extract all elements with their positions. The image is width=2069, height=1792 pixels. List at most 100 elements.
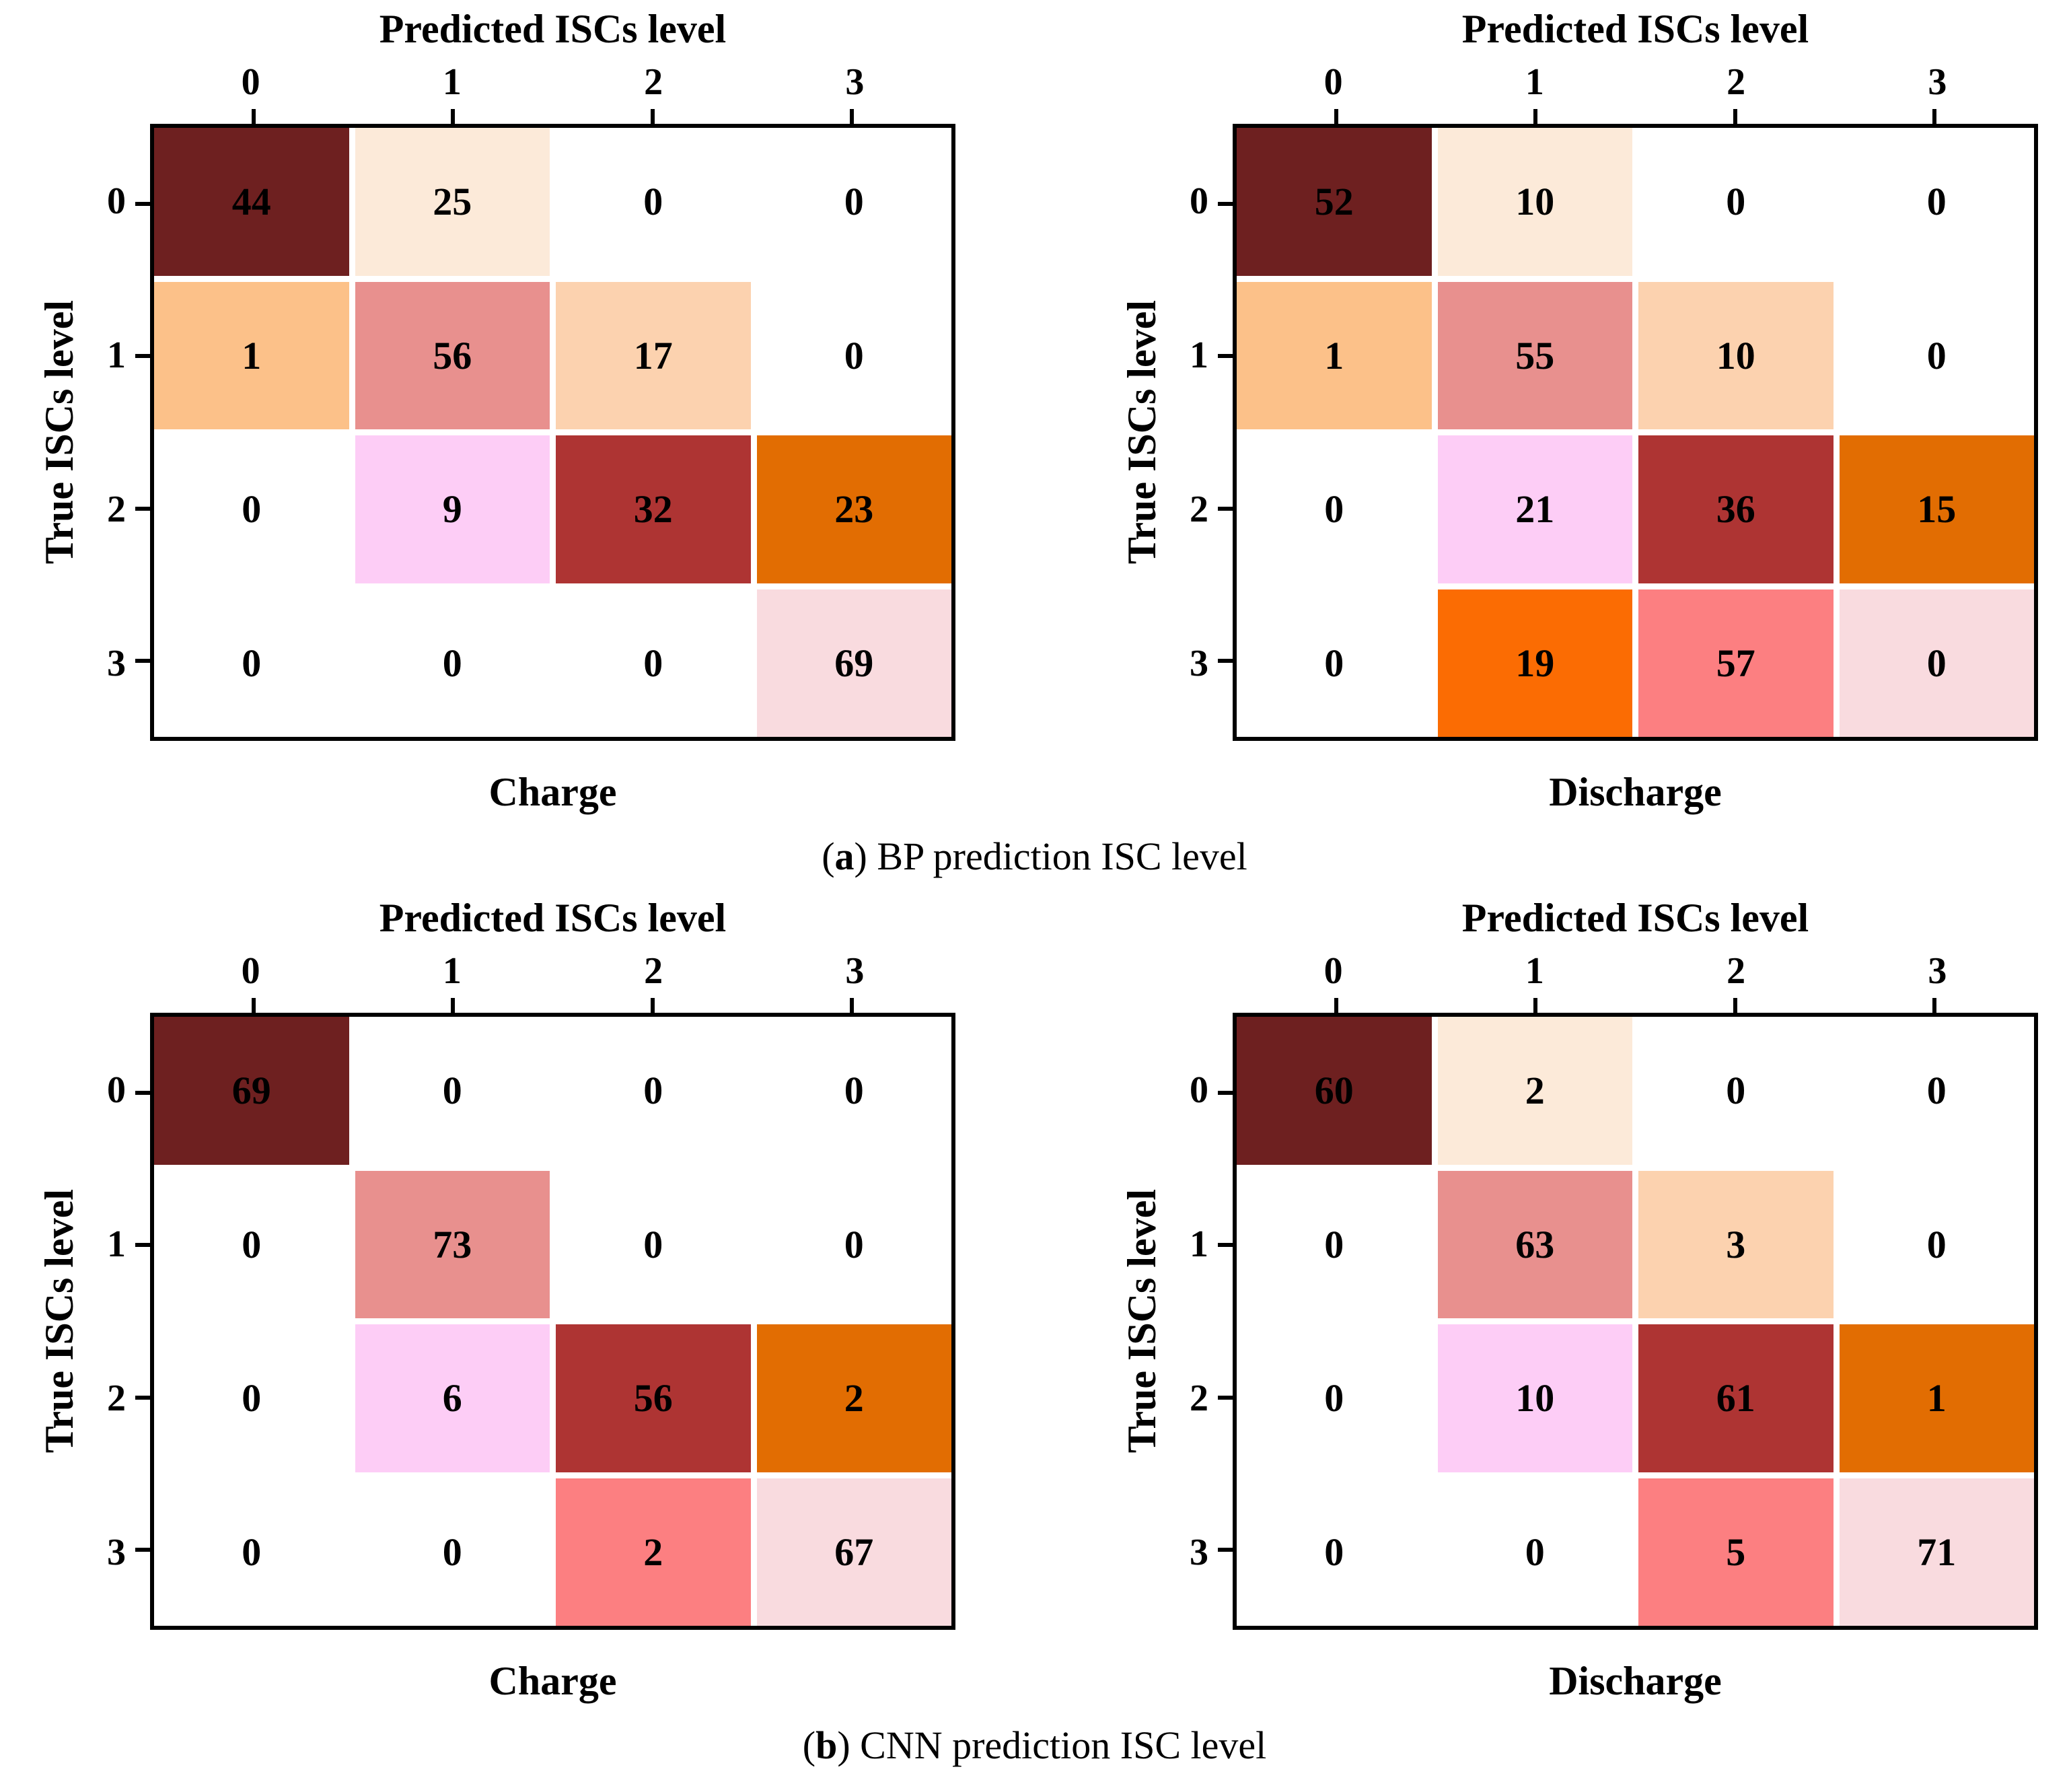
matrix-cell: 73 xyxy=(355,1170,550,1318)
x-tick-labels: 0 1 2 3 xyxy=(150,951,955,1013)
y-axis-title-text: True ISCs level xyxy=(1120,1189,1164,1454)
x-tick-label: 2 xyxy=(644,61,663,103)
y-tick-marks xyxy=(135,1017,150,1626)
x-tick-labels: 0 1 2 3 xyxy=(1233,951,2038,1013)
caption-text: ) CNN prediction ISC level xyxy=(837,1723,1267,1767)
x-tick-label: 1 xyxy=(1525,61,1544,103)
matrix-frame: 60 2 0 0 0 63 3 0 0 10 61 1 0 0 5 71 xyxy=(1233,1013,2038,1630)
panel-cnn-charge: Predicted ISCs level 0 1 2 3 True ISCs l… xyxy=(31,896,955,1705)
x-tick-label: 2 xyxy=(644,950,663,992)
matrix-cell: 69 xyxy=(756,589,951,737)
matrix-cell: 0 xyxy=(556,128,751,276)
matrix-cell: 0 xyxy=(154,1170,349,1318)
matrix-cell: 15 xyxy=(1839,435,2034,583)
matrix-cell: 0 xyxy=(1237,1478,1432,1626)
matrix-cells: 60 2 0 0 0 63 3 0 0 10 61 1 0 0 5 71 xyxy=(1237,1017,2034,1626)
matrix-cell: 36 xyxy=(1638,435,1834,583)
matrix-cell: 71 xyxy=(1839,1478,2034,1626)
x-tick-label: 1 xyxy=(442,950,462,992)
matrix-frame: 52 10 0 0 1 55 10 0 0 21 36 15 0 19 57 0 xyxy=(1233,124,2038,741)
matrix-cell: 0 xyxy=(355,1017,550,1165)
panel-bp-charge: Predicted ISCs level 0 1 2 3 True ISCs l… xyxy=(31,7,955,816)
figure-b-caption: (b) CNN prediction ISC level xyxy=(0,1705,2069,1785)
x-tick-marks xyxy=(1237,109,2034,124)
matrix-cell: 0 xyxy=(1839,1017,2034,1165)
y-tick-label: 1 xyxy=(1190,1223,1208,1265)
matrix-cell: 2 xyxy=(1437,1017,1632,1165)
matrix-cell: 25 xyxy=(355,128,550,276)
x-tick-label: 3 xyxy=(845,950,865,992)
matrix-cell: 67 xyxy=(756,1478,951,1626)
x-tick-label: 1 xyxy=(1525,950,1544,992)
y-tick-label: 2 xyxy=(107,489,126,531)
y-axis-title-text: True ISCs level xyxy=(37,300,81,565)
y-tick-label: 1 xyxy=(1190,334,1208,376)
y-tick-marks xyxy=(1218,1017,1233,1626)
matrix-cell: 3 xyxy=(1638,1170,1834,1318)
matrix-cell: 60 xyxy=(1237,1017,1432,1165)
figure-b-row: Predicted ISCs level 0 1 2 3 True ISCs l… xyxy=(0,896,2069,1705)
matrix-cell: 17 xyxy=(556,281,751,429)
x-tick-labels: 0 1 2 3 xyxy=(150,62,955,124)
x-tick-labels: 0 1 2 3 xyxy=(1233,62,2038,124)
y-axis-title: True ISCs level xyxy=(1114,1013,1171,1630)
panel-bp-discharge: Predicted ISCs level 0 1 2 3 True ISCs l… xyxy=(1114,7,2038,816)
y-tick-label: 0 xyxy=(1190,180,1208,222)
panel-cnn-discharge: Predicted ISCs level 0 1 2 3 True ISCs l… xyxy=(1114,896,2038,1705)
x-axis-title: Predicted ISCs level xyxy=(1461,896,1809,940)
y-tick-labels: 0 1 2 3 xyxy=(1171,124,1233,741)
matrix-cell: 0 xyxy=(1839,589,2034,737)
y-tick-marks xyxy=(135,128,150,737)
matrix-cell: 2 xyxy=(756,1324,951,1472)
figure-a-row: Predicted ISCs level 0 1 2 3 True ISCs l… xyxy=(0,7,2069,816)
x-tick-label: 0 xyxy=(241,61,260,103)
matrix-cell: 0 xyxy=(1237,1170,1432,1318)
panel-label: Discharge xyxy=(1549,770,1722,814)
matrix-cell: 52 xyxy=(1237,128,1432,276)
y-tick-label: 2 xyxy=(107,1377,126,1420)
x-tick-label: 0 xyxy=(1323,950,1343,992)
caption-text: ) BP prediction ISC level xyxy=(854,834,1247,878)
caption-paren: ( xyxy=(822,834,835,878)
matrix-cell: 0 xyxy=(756,128,951,276)
y-axis-title-text: True ISCs level xyxy=(37,1189,81,1454)
x-tick-label: 0 xyxy=(1323,61,1343,103)
matrix-cell: 23 xyxy=(756,435,951,583)
y-tick-label: 3 xyxy=(1190,643,1208,685)
y-tick-labels: 0 1 2 3 xyxy=(1171,1013,1233,1630)
matrix-cell: 1 xyxy=(1839,1324,2034,1472)
x-tick-label: 3 xyxy=(1928,61,1947,103)
matrix-cell: 0 xyxy=(556,589,751,737)
y-tick-label: 3 xyxy=(107,1532,126,1574)
y-axis-title: True ISCs level xyxy=(31,1013,88,1630)
matrix-cell: 0 xyxy=(1237,435,1432,583)
y-tick-labels: 0 1 2 3 xyxy=(88,124,150,741)
matrix-cell: 0 xyxy=(154,1324,349,1472)
matrix-frame: 69 0 0 0 0 73 0 0 0 6 56 2 0 0 2 67 xyxy=(150,1013,955,1630)
x-tick-marks xyxy=(1237,998,2034,1013)
matrix-cells: 44 25 0 0 1 56 17 0 0 9 32 23 0 0 0 69 xyxy=(154,128,951,737)
matrix-cell: 0 xyxy=(355,1478,550,1626)
matrix-cell: 6 xyxy=(355,1324,550,1472)
matrix-cell: 9 xyxy=(355,435,550,583)
matrix-cell: 10 xyxy=(1638,281,1834,429)
x-axis-title: Predicted ISCs level xyxy=(1461,7,1809,51)
matrix-cell: 0 xyxy=(556,1017,751,1165)
y-axis-title: True ISCs level xyxy=(31,124,88,741)
panel-label: Charge xyxy=(488,1659,617,1703)
matrix-cell: 55 xyxy=(1437,281,1632,429)
y-tick-label: 3 xyxy=(107,643,126,685)
x-tick-label: 1 xyxy=(442,61,462,103)
matrix-cell: 0 xyxy=(154,1478,349,1626)
matrix-frame: 44 25 0 0 1 56 17 0 0 9 32 23 0 0 0 69 xyxy=(150,124,955,741)
x-tick-label: 2 xyxy=(1727,950,1746,992)
matrix-cell: 0 xyxy=(756,1017,951,1165)
matrix-cell: 57 xyxy=(1638,589,1834,737)
matrix-cell: 2 xyxy=(556,1478,751,1626)
matrix-cell: 5 xyxy=(1638,1478,1834,1626)
matrix-cell: 0 xyxy=(556,1170,751,1318)
matrix-cell: 10 xyxy=(1437,1324,1632,1472)
matrix-cell: 0 xyxy=(355,589,550,737)
matrix-cell: 0 xyxy=(1237,589,1432,737)
matrix-cell: 0 xyxy=(1839,281,2034,429)
